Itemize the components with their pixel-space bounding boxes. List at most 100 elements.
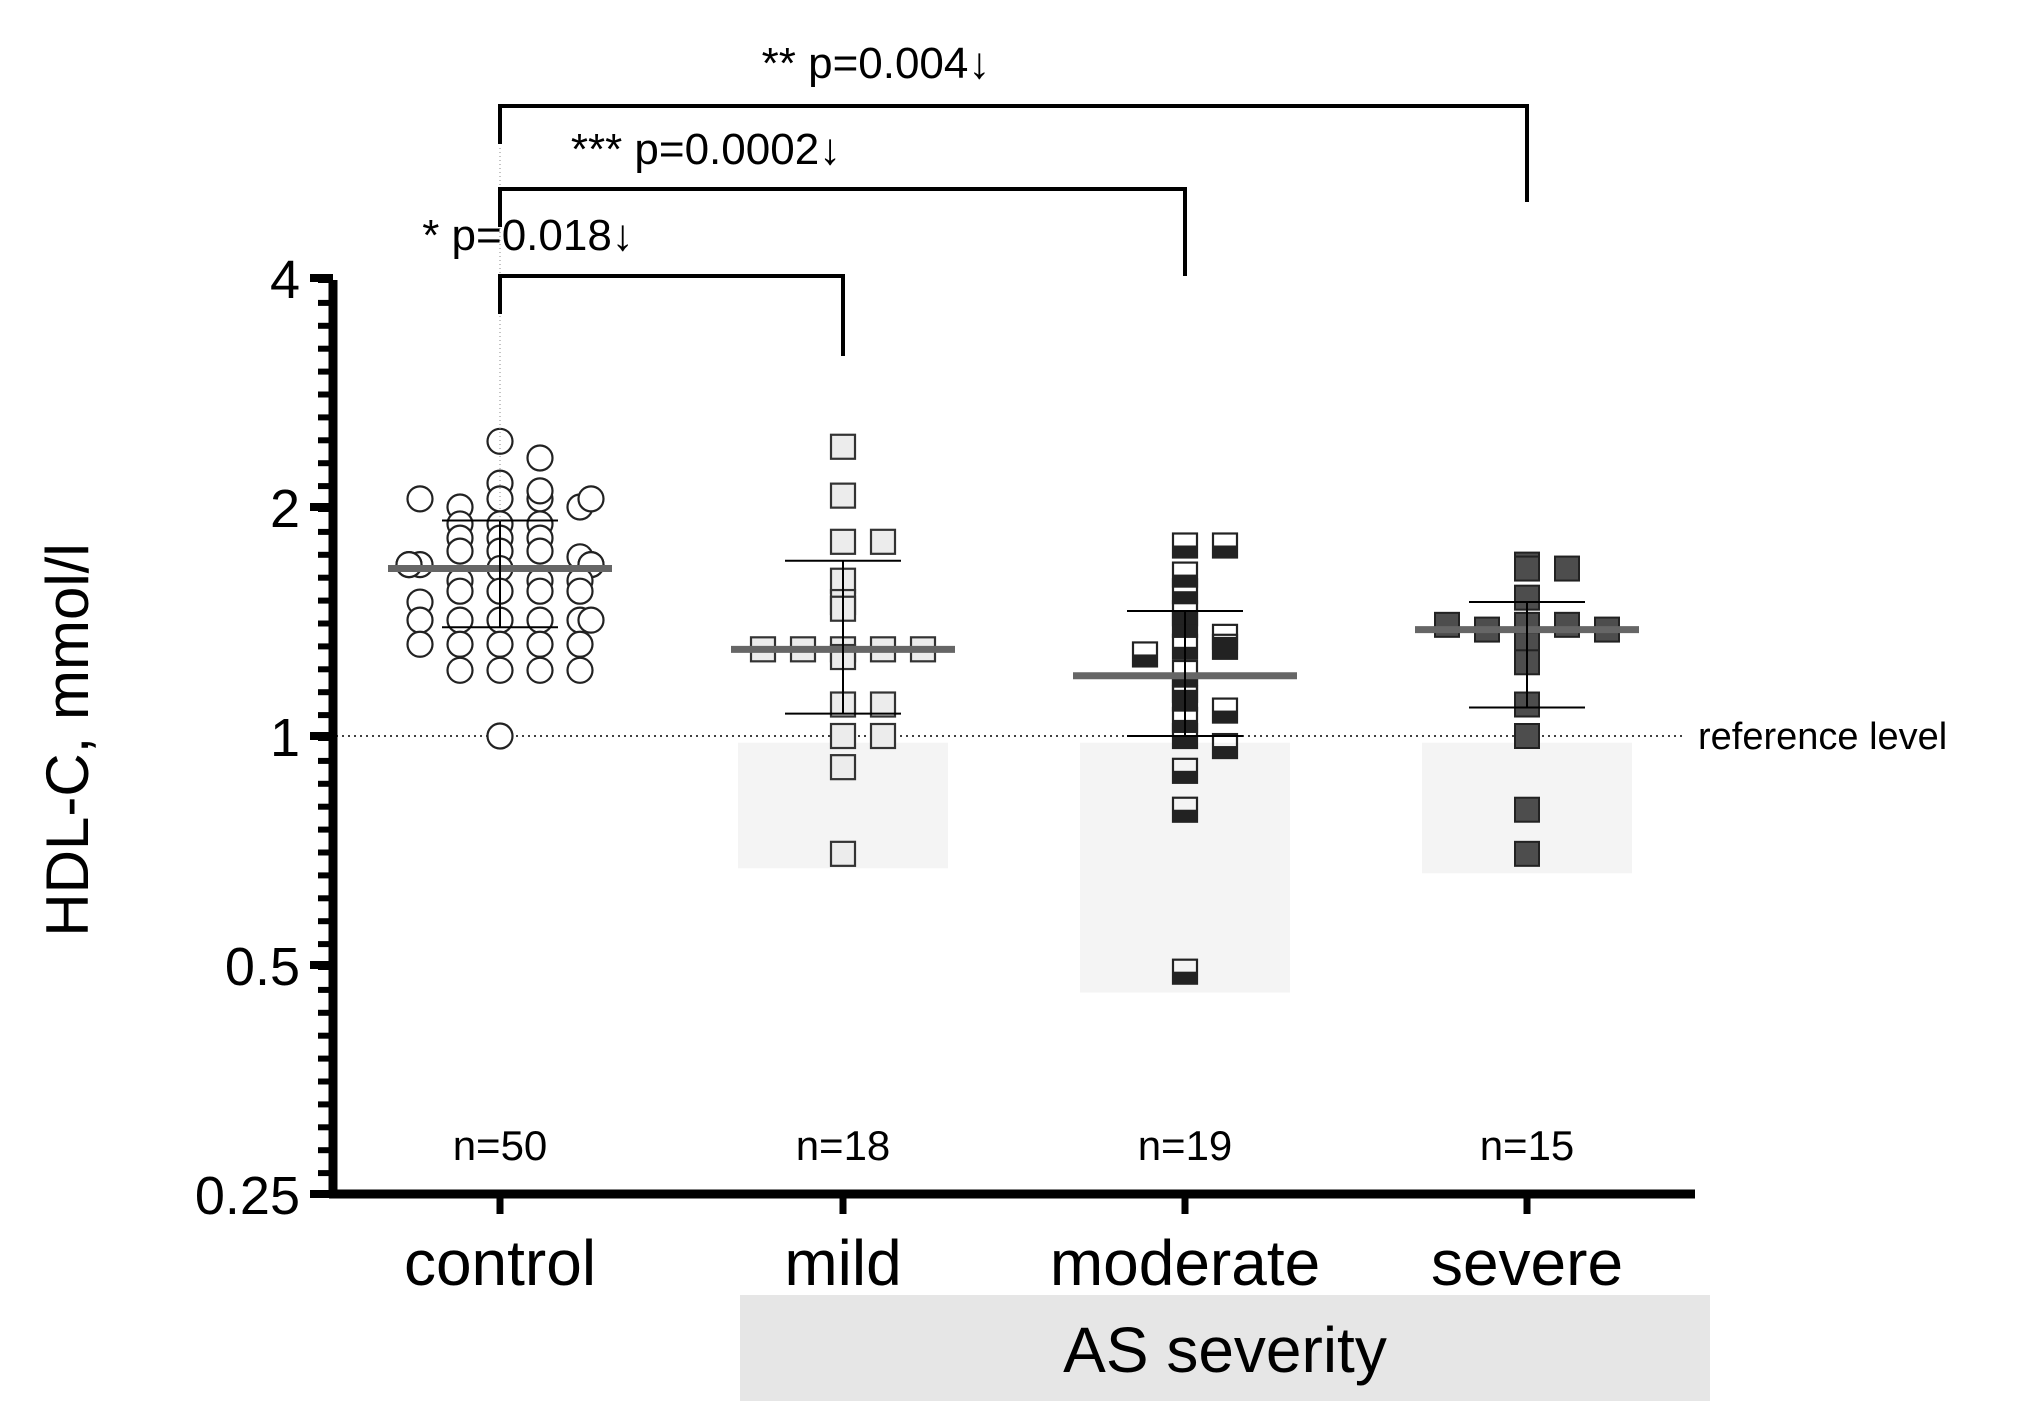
data-point <box>526 537 554 565</box>
below-reference-shade-moderate <box>1080 742 1290 993</box>
data-point-outline <box>1171 561 1199 588</box>
data-point <box>1434 611 1460 638</box>
data-point <box>577 606 605 634</box>
data-point <box>829 754 857 781</box>
data-point-fill <box>1173 736 1197 748</box>
data-point <box>1554 611 1580 638</box>
data-point <box>829 482 857 509</box>
data-point-outline <box>1171 796 1199 823</box>
data-point <box>1211 697 1239 724</box>
data-point <box>526 577 554 605</box>
data-point-fill <box>1213 646 1237 659</box>
data-point <box>406 606 434 634</box>
data-point-fill <box>1173 971 1197 984</box>
n-label-mild: n=18 <box>796 1122 891 1169</box>
category-label-severe: severe <box>1431 1227 1623 1299</box>
data-point-outline <box>1171 958 1199 985</box>
data-point <box>446 656 474 684</box>
data-point <box>869 722 897 750</box>
significance-label: *** p=0.0002↓ <box>571 125 841 174</box>
data-point <box>1171 958 1199 985</box>
data-point <box>486 722 514 750</box>
data-point <box>486 485 514 513</box>
reference-label: reference level <box>1698 716 1947 758</box>
data-point <box>526 606 554 634</box>
data-point <box>1514 723 1540 749</box>
data-point <box>1514 555 1540 582</box>
data-point <box>566 656 594 684</box>
y-tick-label: 0.25 <box>195 1166 300 1226</box>
data-point-outline <box>1211 633 1239 660</box>
n-label-moderate: n=19 <box>1138 1122 1233 1169</box>
data-point <box>577 485 605 513</box>
data-point <box>1211 623 1239 650</box>
data-point <box>1211 532 1239 559</box>
data-point <box>1211 633 1239 660</box>
significance-label: ** p=0.004↓ <box>762 39 991 88</box>
data-point-fill <box>1173 809 1197 822</box>
data-point <box>829 840 857 867</box>
data-point <box>406 485 434 513</box>
data-point <box>1171 796 1199 823</box>
x-axis-label: AS severity <box>1063 1314 1387 1386</box>
data-point <box>406 630 434 658</box>
data-point-outline <box>1211 697 1239 724</box>
data-point <box>1171 757 1199 784</box>
data-point <box>446 537 474 565</box>
data-point <box>829 722 857 750</box>
data-point <box>566 630 594 658</box>
data-point-outline <box>1171 578 1199 605</box>
significance-bracket <box>498 274 845 356</box>
data-point-outline <box>1211 732 1239 760</box>
n-label-control: n=50 <box>453 1122 548 1169</box>
data-point <box>446 606 474 634</box>
data-point-fill <box>1173 770 1197 783</box>
data-point-outline <box>1131 641 1159 668</box>
significance-bracket <box>498 187 1187 276</box>
data-point <box>446 577 474 605</box>
data-point-fill <box>1173 545 1197 558</box>
y-axis-label: HDL-C, mmol/l <box>34 543 101 936</box>
data-point <box>566 577 594 605</box>
data-point <box>1211 732 1239 760</box>
data-point-fill <box>1213 636 1237 649</box>
data-point <box>526 630 554 658</box>
data-point <box>1171 561 1199 588</box>
n-label-severe: n=15 <box>1480 1122 1575 1169</box>
data-point <box>526 656 554 684</box>
data-point <box>526 477 554 505</box>
data-point <box>829 433 857 460</box>
data-point <box>869 691 897 718</box>
data-point-outline <box>1171 532 1199 559</box>
data-point <box>526 444 554 472</box>
data-point <box>486 656 514 684</box>
data-point-fill <box>1173 574 1197 587</box>
data-point <box>1131 641 1159 668</box>
data-point-fill <box>1213 545 1237 558</box>
significance-bracket <box>498 104 1529 202</box>
data-point <box>446 630 474 658</box>
data-point <box>395 551 423 579</box>
data-point <box>829 528 857 555</box>
category-label-control: control <box>404 1227 596 1299</box>
category-label-mild: mild <box>784 1227 901 1299</box>
data-point-fill <box>1133 654 1157 667</box>
data-point-outline <box>1171 757 1199 784</box>
data-point <box>869 528 897 555</box>
y-tick-label: 2 <box>270 479 300 539</box>
y-tick-label: 4 <box>270 250 300 310</box>
data-point <box>486 630 514 658</box>
data-point-outline <box>1211 532 1239 559</box>
data-point <box>1514 840 1540 867</box>
y-tick-label: 0.5 <box>225 937 300 997</box>
significance-label: * p=0.018↓ <box>422 211 634 260</box>
xlabel-band <box>740 1295 1710 1401</box>
data-point <box>1554 555 1580 582</box>
category-label-moderate: moderate <box>1050 1227 1320 1299</box>
data-point-fill <box>1213 746 1237 759</box>
data-point <box>1171 532 1199 559</box>
y-tick-label: 1 <box>270 708 300 768</box>
data-point-fill <box>1213 710 1237 723</box>
data-point <box>1514 796 1540 823</box>
